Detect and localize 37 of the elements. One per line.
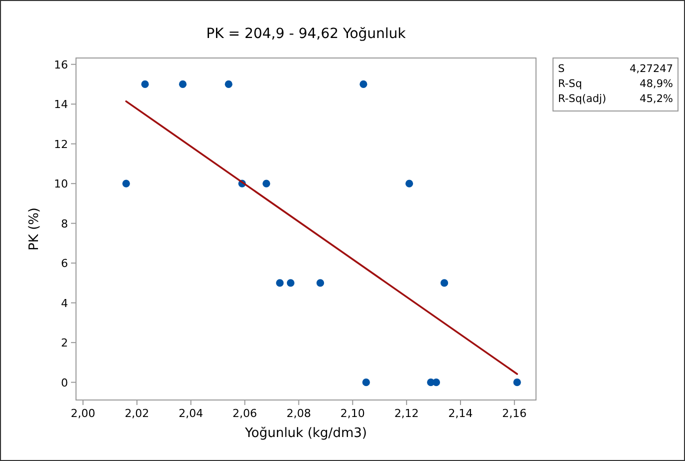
point	[178, 80, 187, 88]
y-tick-label: 16	[54, 58, 68, 72]
y-tick-label: 0	[61, 376, 68, 390]
point	[276, 279, 284, 287]
point	[513, 378, 521, 386]
y-tick-label: 8	[61, 217, 68, 230]
y-tick-label: 10	[54, 178, 68, 191]
text: R-Sq(adj) 45,2%	[558, 93, 673, 105]
x-tick-label: 2,10	[340, 407, 365, 420]
point	[316, 279, 324, 287]
point	[440, 279, 448, 287]
x-tick-label: 2,08	[286, 407, 311, 420]
x-tick-label: 2,00	[70, 407, 96, 420]
y-tick-label: 2	[61, 336, 68, 350]
text: R-Sq 48,9%	[558, 78, 673, 90]
x-tick-label: 2,02	[124, 407, 150, 420]
point	[286, 279, 294, 287]
y-tick-label: 6	[61, 257, 68, 270]
text: S 4,27247	[558, 63, 673, 75]
y-tick-label: 12	[54, 138, 68, 151]
point	[224, 80, 232, 88]
y-tick-label: 14	[54, 98, 68, 112]
point	[362, 378, 370, 386]
point	[122, 180, 130, 188]
point	[141, 80, 149, 88]
x-axis-title: Yoğunluk (kg/dm3)	[244, 426, 367, 441]
x-tick-label: 2,04	[178, 407, 204, 420]
y-axis-title: PK (%)	[27, 208, 42, 250]
x-tick-label: 2,12	[394, 407, 419, 420]
x-tick-label: 2,06	[232, 407, 258, 420]
chart-title: PK = 204,9 - 94,62 Yoğunluk	[206, 26, 407, 42]
point	[262, 180, 270, 188]
point	[360, 80, 368, 88]
x-tick-label: 2,14	[448, 407, 473, 420]
point	[405, 180, 414, 188]
x-tick-label: 2,16	[502, 407, 527, 420]
y-tick-label: 4	[61, 296, 68, 310]
